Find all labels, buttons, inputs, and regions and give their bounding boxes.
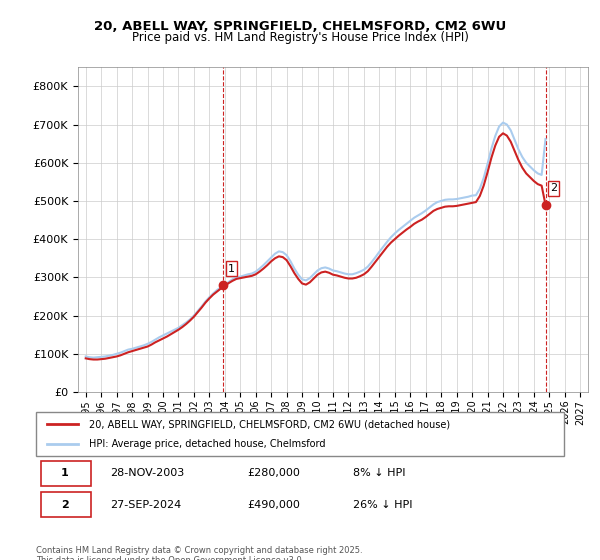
Text: HPI: Average price, detached house, Chelmsford: HPI: Average price, detached house, Chel… — [89, 439, 325, 449]
Text: 1: 1 — [228, 264, 235, 274]
Text: £280,000: £280,000 — [247, 468, 300, 478]
Text: 2: 2 — [550, 183, 557, 193]
Text: Price paid vs. HM Land Registry's House Price Index (HPI): Price paid vs. HM Land Registry's House … — [131, 31, 469, 44]
Text: 26% ↓ HPI: 26% ↓ HPI — [353, 500, 412, 510]
FancyBboxPatch shape — [41, 492, 91, 517]
Text: Contains HM Land Registry data © Crown copyright and database right 2025.
This d: Contains HM Land Registry data © Crown c… — [36, 546, 362, 560]
Text: 20, ABELL WAY, SPRINGFIELD, CHELMSFORD, CM2 6WU (detached house): 20, ABELL WAY, SPRINGFIELD, CHELMSFORD, … — [89, 419, 450, 429]
Text: 2: 2 — [61, 500, 69, 510]
FancyBboxPatch shape — [41, 461, 91, 486]
Text: 1: 1 — [61, 468, 69, 478]
FancyBboxPatch shape — [36, 412, 564, 456]
Text: 28-NOV-2003: 28-NOV-2003 — [110, 468, 184, 478]
Text: £490,000: £490,000 — [247, 500, 300, 510]
Text: 27-SEP-2024: 27-SEP-2024 — [110, 500, 181, 510]
Text: 8% ↓ HPI: 8% ↓ HPI — [353, 468, 406, 478]
Text: 20, ABELL WAY, SPRINGFIELD, CHELMSFORD, CM2 6WU: 20, ABELL WAY, SPRINGFIELD, CHELMSFORD, … — [94, 20, 506, 32]
